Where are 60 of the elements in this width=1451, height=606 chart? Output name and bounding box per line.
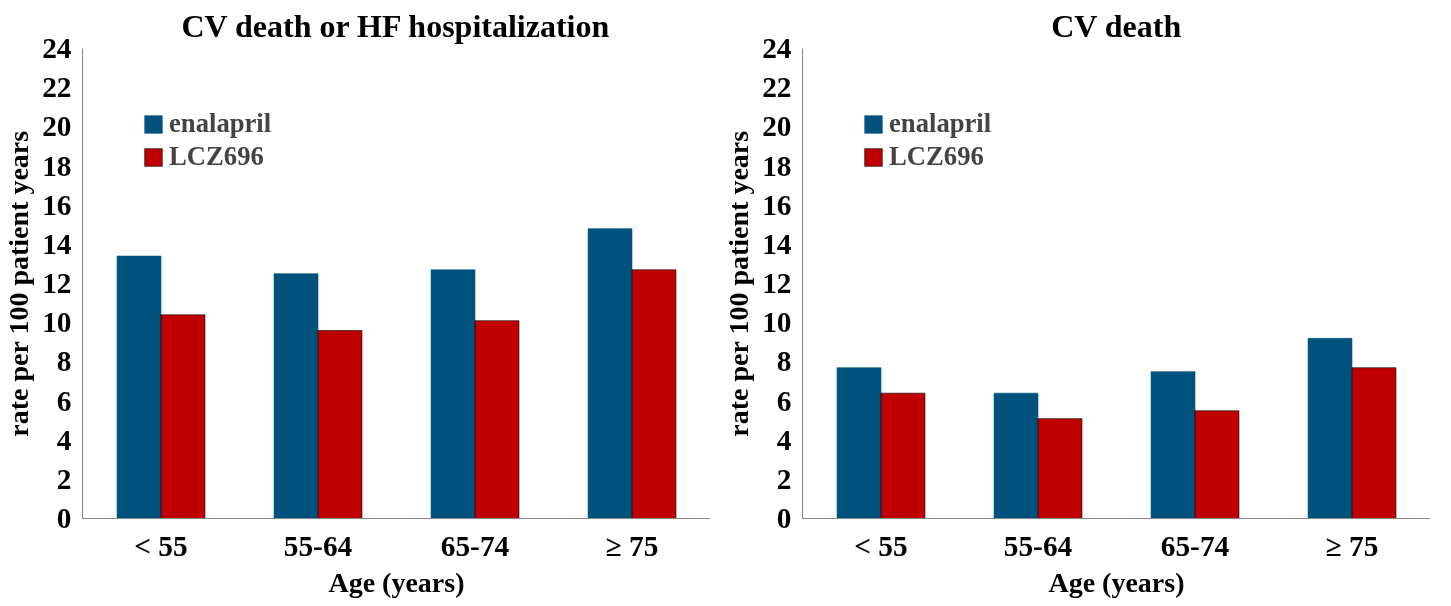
y-axis-title: rate per 100 patient years bbox=[3, 130, 35, 437]
x-tick-label: 65-74 bbox=[440, 529, 510, 562]
bar bbox=[273, 273, 319, 519]
bar bbox=[880, 392, 926, 519]
y-tick-label: 2 bbox=[56, 462, 72, 495]
y-tick-label: 18 bbox=[762, 149, 792, 182]
x-tick-label: ≥ 75 bbox=[605, 529, 659, 562]
chart-title: CV death or HF hospitalization bbox=[181, 7, 610, 44]
bar bbox=[1194, 410, 1240, 519]
bar bbox=[631, 269, 677, 519]
y-tick-label: 14 bbox=[42, 227, 72, 260]
bar bbox=[1351, 367, 1397, 519]
y-tick-label: 0 bbox=[776, 502, 792, 534]
y-axis-title: rate per 100 patient years bbox=[723, 130, 755, 437]
y-tick-label: 24 bbox=[762, 32, 792, 64]
legend-label: enalapril bbox=[889, 108, 992, 139]
y-tick-label: 8 bbox=[776, 345, 792, 378]
y-tick-label: 22 bbox=[762, 71, 792, 104]
y-tick-label: 4 bbox=[776, 423, 792, 456]
y-tick-label: 6 bbox=[776, 384, 792, 417]
y-tick-label: 10 bbox=[762, 306, 792, 339]
bar bbox=[1307, 338, 1353, 519]
legend-label: LCZ696 bbox=[169, 141, 264, 172]
x-tick-label: < 55 bbox=[134, 529, 188, 562]
bar bbox=[474, 320, 520, 519]
y-tick-label: 16 bbox=[42, 188, 72, 221]
bar bbox=[836, 367, 882, 519]
x-axis-title: Age (years) bbox=[1048, 566, 1185, 598]
y-tick-label: 8 bbox=[56, 345, 72, 378]
bar bbox=[116, 255, 162, 519]
bar bbox=[1150, 371, 1196, 519]
y-tick-label: 14 bbox=[762, 227, 792, 260]
x-tick-label: ≥ 75 bbox=[1325, 529, 1379, 562]
y-tick-label: 20 bbox=[762, 110, 792, 143]
y-tick-label: 24 bbox=[42, 32, 72, 64]
x-tick-label: 55-64 bbox=[283, 529, 353, 562]
y-tick-label: 20 bbox=[42, 110, 72, 143]
y-tick-label: 10 bbox=[42, 306, 72, 339]
y-tick-label: 12 bbox=[42, 267, 72, 299]
y-tick-label: 6 bbox=[56, 384, 72, 417]
bar bbox=[993, 392, 1039, 519]
y-tick-label: 0 bbox=[56, 502, 72, 534]
x-tick-label: < 55 bbox=[854, 529, 908, 562]
bar bbox=[587, 228, 633, 519]
y-tick-label: 18 bbox=[42, 149, 72, 182]
bar bbox=[430, 269, 476, 519]
bar bbox=[317, 330, 363, 519]
y-tick-label: 2 bbox=[776, 462, 792, 495]
y-tick-label: 16 bbox=[762, 188, 792, 221]
y-tick-label: 12 bbox=[762, 267, 792, 299]
x-axis-title: Age (years) bbox=[328, 566, 465, 598]
bar bbox=[1037, 418, 1083, 519]
y-tick-label: 22 bbox=[42, 71, 72, 104]
y-tick-label: 4 bbox=[56, 423, 72, 456]
x-tick-label: 55-64 bbox=[1003, 529, 1073, 562]
bar bbox=[160, 314, 206, 519]
legend-label: LCZ696 bbox=[889, 141, 984, 172]
legend-label: enalapril bbox=[169, 108, 272, 139]
x-tick-label: 65-74 bbox=[1160, 529, 1230, 562]
chart-title: CV death bbox=[1051, 7, 1182, 44]
